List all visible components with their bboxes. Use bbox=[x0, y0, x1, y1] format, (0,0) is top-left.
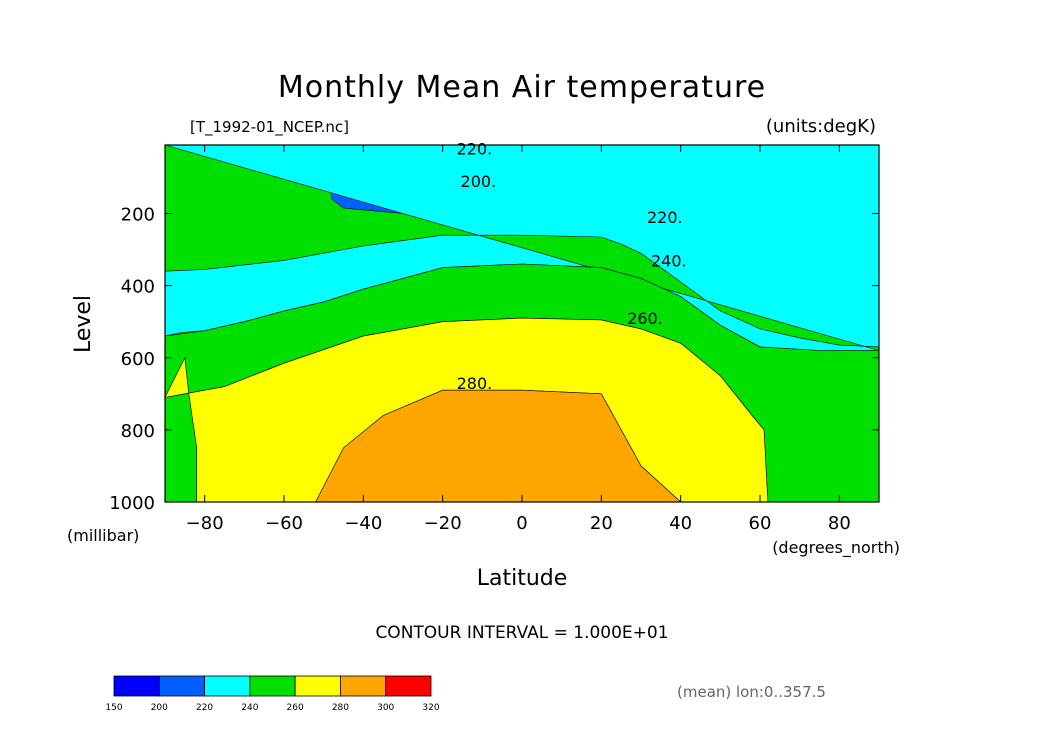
colorbar-swatch bbox=[294, 675, 341, 697]
x-axis-units: (degrees_north) bbox=[772, 538, 900, 558]
colorbar-label: 260 bbox=[287, 703, 304, 713]
x-tick-label: −40 bbox=[344, 513, 382, 534]
contour-label: 280. bbox=[457, 374, 493, 393]
colorbar: 150 200 220 240 260 280 300 320 bbox=[105, 675, 440, 713]
x-tick-label: −80 bbox=[186, 513, 224, 534]
contour-label: 220. bbox=[457, 140, 493, 159]
y-tick-label: 400 bbox=[121, 277, 155, 298]
mean-lon-note: (mean) lon:0..357.5 bbox=[677, 683, 826, 701]
colorbar-label: 280 bbox=[332, 703, 349, 713]
contour-label: 220. bbox=[647, 208, 683, 227]
y-axis-units: (millibar) bbox=[67, 526, 139, 545]
x-tick-label: 80 bbox=[828, 513, 851, 534]
colorbar-swatch bbox=[249, 675, 296, 697]
y-tick-label: 800 bbox=[121, 421, 155, 442]
y-tick-label: 200 bbox=[121, 205, 155, 226]
contour-label: 240. bbox=[651, 251, 687, 270]
contour-interval-text: CONTOUR INTERVAL = 1.000E+01 bbox=[375, 623, 668, 643]
colorbar-label: 150 bbox=[105, 703, 122, 713]
x-axis-label: Latitude bbox=[477, 566, 568, 591]
file-label: [T_1992-01_NCEP.nc] bbox=[190, 118, 349, 137]
units-label: (units:degK) bbox=[766, 116, 876, 137]
contour-band-260-280 bbox=[165, 317, 769, 502]
colorbar-label: 240 bbox=[241, 703, 258, 713]
x-tick-label: 40 bbox=[669, 513, 692, 534]
x-tick-label: 0 bbox=[516, 513, 527, 534]
colorbar-swatch bbox=[340, 675, 387, 697]
contour-label: 260. bbox=[627, 309, 663, 328]
y-tick-label: 600 bbox=[121, 349, 155, 370]
colorbar-swatch bbox=[204, 675, 251, 697]
colorbar-swatch bbox=[385, 675, 432, 697]
contour-label: 200. bbox=[461, 172, 497, 191]
chart-title: Monthly Mean Air temperature bbox=[278, 70, 766, 105]
colorbar-label: 320 bbox=[422, 703, 439, 713]
y-tick-label: 1000 bbox=[109, 493, 155, 514]
x-tick-label: −60 bbox=[265, 513, 303, 534]
x-tick-label: 20 bbox=[590, 513, 613, 534]
x-tick-label: 60 bbox=[749, 513, 772, 534]
contour-band-280-300 bbox=[315, 389, 682, 502]
colorbar-swatch bbox=[158, 675, 205, 697]
colorbar-label: 200 bbox=[151, 703, 168, 713]
colorbar-swatch bbox=[113, 675, 160, 697]
colorbar-label: 300 bbox=[377, 703, 394, 713]
colorbar-label: 220 bbox=[196, 703, 213, 713]
plot-area: −80 −60 −40 −20 0 20 40 60 80 200 400 600 800 1000 220… bbox=[109, 140, 880, 534]
x-tick-label: −20 bbox=[424, 513, 462, 534]
y-axis-label: Level bbox=[71, 295, 96, 353]
